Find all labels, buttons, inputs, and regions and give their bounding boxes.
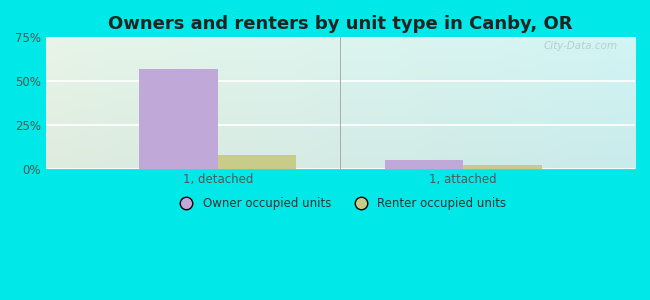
Bar bbox=[463, 165, 541, 169]
Bar bbox=[139, 69, 218, 169]
Bar bbox=[385, 160, 463, 169]
Bar bbox=[218, 154, 296, 169]
Text: City-Data.com: City-Data.com bbox=[543, 41, 618, 51]
Title: Owners and renters by unit type in Canby, OR: Owners and renters by unit type in Canby… bbox=[108, 15, 573, 33]
Legend: Owner occupied units, Renter occupied units: Owner occupied units, Renter occupied un… bbox=[170, 193, 511, 215]
